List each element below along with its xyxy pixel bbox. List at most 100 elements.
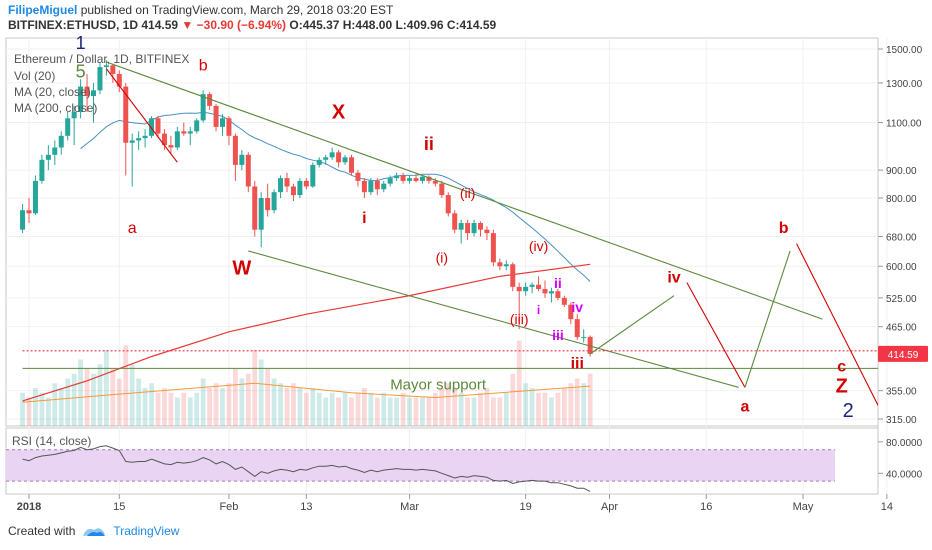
volume-bar [549, 397, 554, 426]
candle-body [516, 286, 522, 292]
current-price-label: 414.59 [888, 350, 919, 361]
lower-trendline [248, 250, 739, 388]
candle-body [381, 183, 387, 190]
tradingview-brand[interactable]: TradingView [113, 524, 180, 538]
volume-bar [194, 392, 200, 426]
author-name[interactable]: FilipeMiguel [8, 3, 78, 17]
volume-bar [129, 364, 135, 426]
price-tick-label: 600.00 [886, 262, 917, 273]
volume-bar [387, 397, 393, 426]
candle-body [71, 111, 77, 119]
volume-bar [426, 397, 432, 426]
volume-bar [329, 392, 335, 426]
candle-body [445, 195, 451, 214]
candle-body [510, 264, 516, 287]
candle-body [110, 65, 116, 74]
rsi-label: RSI (14, close) [12, 434, 91, 448]
wave-label: iv [667, 270, 680, 287]
wave-label: iii [552, 327, 564, 343]
rsi-band [6, 449, 835, 482]
candle-body [129, 140, 135, 143]
price-tick-label: 1300.00 [886, 79, 923, 90]
volume-bar [503, 392, 509, 426]
volume-bar [568, 383, 574, 426]
volume-bar [587, 373, 593, 426]
candle-body [161, 133, 167, 146]
wave-label: i [362, 210, 366, 227]
candle-body [568, 304, 574, 320]
wave-label: b [199, 57, 208, 74]
volume-bar [52, 383, 58, 426]
candle-body [361, 180, 367, 193]
candle-body [523, 286, 529, 292]
volume-bar [491, 397, 496, 426]
volume-bar [536, 392, 541, 426]
wave-label: c [837, 358, 846, 375]
candle-body [84, 86, 90, 97]
symbol-line: BITFINEX:ETHUSD, 1D 414.59 ▼ −30.90 (−6.… [8, 17, 496, 33]
volume-bar [252, 350, 258, 426]
volume-bar [439, 388, 445, 426]
volume-bar [478, 392, 483, 426]
volume-bar [349, 397, 354, 426]
volume-bar [207, 388, 212, 426]
upper-trendline [106, 61, 823, 320]
time-tick-label: 13 [300, 501, 312, 513]
candle-body [355, 172, 361, 181]
volume-bar [220, 388, 225, 426]
candle-body [123, 86, 129, 143]
candles [20, 60, 593, 357]
candle-body [336, 152, 342, 163]
candle-body [278, 178, 284, 193]
candle-body [426, 176, 432, 181]
candle-body [407, 178, 413, 181]
time-tick-label: Feb [219, 501, 238, 513]
candle-body [39, 159, 45, 181]
time-axis: 2018 15 Feb 13 Mar 19 Apr 16 May 14 [17, 494, 893, 513]
candle-body [374, 180, 380, 190]
volume-bar [420, 397, 425, 426]
candle-body [245, 154, 251, 187]
volume-bar [110, 369, 116, 426]
rsi-tick-label: 80.0000 [886, 438, 923, 449]
candle-body [207, 94, 213, 106]
wave-label: (iv) [529, 238, 548, 254]
candle-body [155, 118, 161, 134]
volume-bar [574, 378, 580, 426]
volume-bar [374, 397, 380, 426]
volume-bar [45, 397, 51, 426]
volume-bar [484, 388, 490, 426]
candle-body [265, 198, 271, 211]
volume-bar [458, 392, 464, 426]
volume-bar [271, 378, 277, 426]
candle-body [316, 159, 322, 165]
volume-bar [342, 392, 348, 426]
volume-bar [529, 388, 535, 426]
wave-label: 2 [843, 400, 854, 422]
price-tick-label: 800.00 [886, 194, 917, 205]
candle-body [20, 210, 26, 230]
volume-bar [213, 383, 219, 426]
volume-bar [581, 383, 587, 426]
time-tick-label: May [793, 501, 814, 513]
candle-body [78, 86, 84, 112]
volume-bar [497, 397, 503, 426]
moving-averages [22, 111, 591, 403]
candle-body [419, 176, 425, 181]
volume-bar [116, 378, 122, 426]
candle-body [136, 138, 142, 141]
candle-body [342, 157, 348, 163]
volume-bar [149, 383, 154, 426]
price-change: −30.90 (−6.94%) [196, 18, 287, 32]
volume-bar [71, 373, 77, 426]
tradingview-logo-icon [83, 528, 106, 536]
wave-a-leg [105, 68, 178, 163]
candle-body [97, 67, 103, 91]
candle-body [271, 192, 277, 211]
volume-bar [84, 369, 90, 426]
legend-vol: Vol (20) [14, 69, 55, 83]
wave-label: 1 [76, 33, 86, 53]
candle-body [574, 319, 580, 338]
